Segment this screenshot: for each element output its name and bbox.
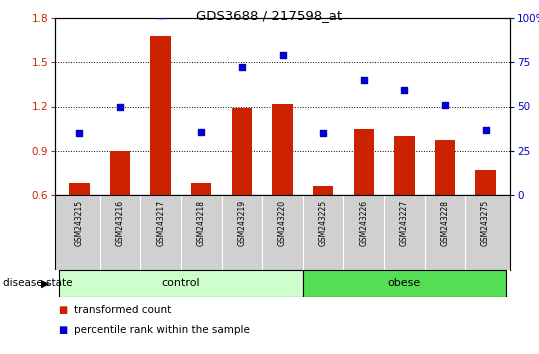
- Text: control: control: [162, 279, 201, 289]
- Bar: [435, 141, 455, 195]
- Text: ■: ■: [58, 325, 67, 335]
- Text: percentile rank within the sample: percentile rank within the sample: [74, 325, 250, 335]
- Bar: [475, 170, 496, 195]
- Point: [319, 130, 327, 136]
- Point: [197, 129, 205, 135]
- Bar: [354, 129, 374, 195]
- Bar: [110, 151, 130, 195]
- Text: obese: obese: [388, 279, 421, 289]
- Text: ■: ■: [58, 305, 67, 315]
- Point: [481, 127, 490, 133]
- Bar: [59, 270, 303, 297]
- Bar: [69, 183, 89, 195]
- Text: GSM243275: GSM243275: [481, 200, 490, 246]
- Bar: [150, 36, 171, 195]
- Point: [116, 104, 125, 109]
- Text: GSM243227: GSM243227: [400, 200, 409, 246]
- Text: GSM243218: GSM243218: [197, 200, 206, 246]
- Text: GSM243228: GSM243228: [440, 200, 450, 246]
- Bar: [394, 136, 414, 195]
- Text: GDS3688 / 217598_at: GDS3688 / 217598_at: [196, 9, 343, 22]
- Point: [400, 87, 409, 93]
- Point: [238, 64, 246, 69]
- Bar: [303, 270, 506, 297]
- Text: GSM243216: GSM243216: [115, 200, 125, 246]
- Point: [441, 102, 450, 108]
- Text: GSM243215: GSM243215: [75, 200, 84, 246]
- Text: transformed count: transformed count: [74, 305, 171, 315]
- Text: GSM243226: GSM243226: [360, 200, 368, 246]
- Bar: [313, 186, 333, 195]
- Point: [278, 52, 287, 58]
- Bar: [232, 108, 252, 195]
- Point: [156, 12, 165, 18]
- Bar: [191, 183, 211, 195]
- Text: ▶: ▶: [41, 279, 50, 289]
- Text: disease state: disease state: [3, 279, 72, 289]
- Point: [360, 77, 368, 83]
- Point: [75, 130, 84, 136]
- Text: GSM243225: GSM243225: [319, 200, 328, 246]
- Text: GSM243219: GSM243219: [237, 200, 246, 246]
- Text: GSM243220: GSM243220: [278, 200, 287, 246]
- Text: GSM243217: GSM243217: [156, 200, 165, 246]
- Bar: [272, 104, 293, 195]
